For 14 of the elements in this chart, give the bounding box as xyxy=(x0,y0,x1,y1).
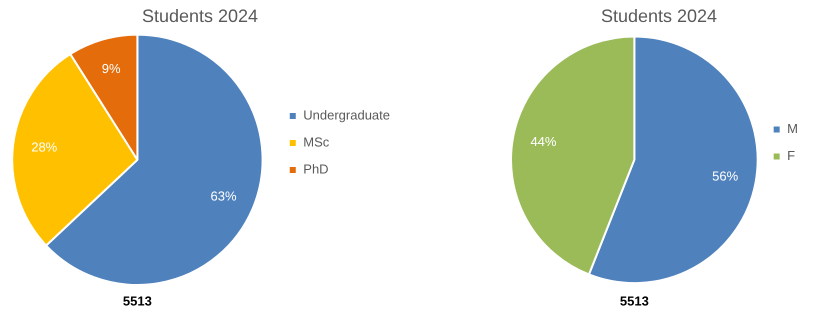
legend-label: MSc xyxy=(303,134,330,150)
data-label: 9% xyxy=(102,61,122,76)
legend-label: M xyxy=(787,121,798,136)
legend-label: PhD xyxy=(303,162,329,177)
chart-title: Students 2024 xyxy=(142,6,258,26)
data-label: 63% xyxy=(210,188,238,204)
data-label: 28% xyxy=(31,140,58,155)
chart-title: Students 2024 xyxy=(600,6,718,26)
text: 5513 xyxy=(122,294,152,309)
data-label: 44% xyxy=(530,134,557,150)
legend-label: Undergraduate xyxy=(303,108,390,123)
data-label: 56% xyxy=(712,168,739,184)
legend-label: F xyxy=(787,148,796,164)
text: 5513 xyxy=(620,294,649,309)
